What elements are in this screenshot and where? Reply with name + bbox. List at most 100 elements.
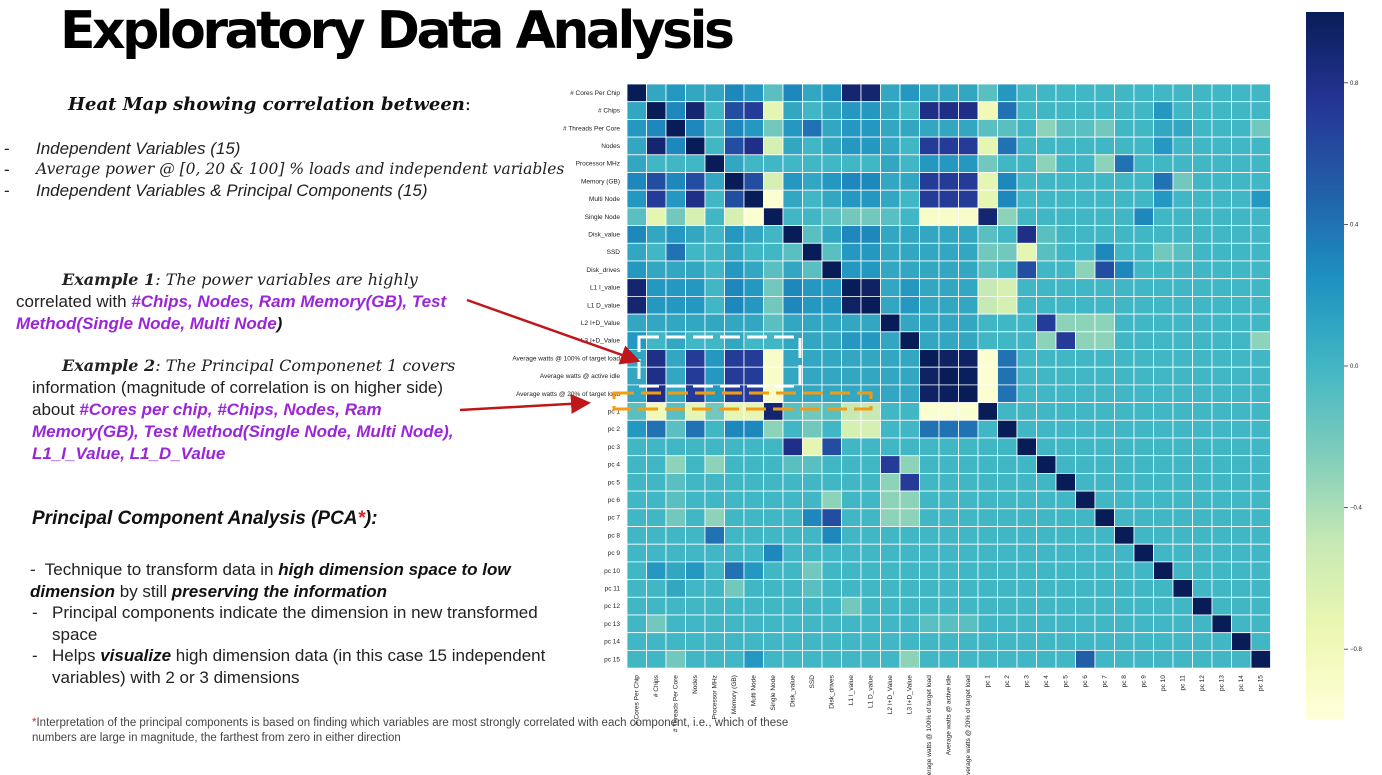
heatmap-cell [899, 455, 920, 474]
heatmap-cell [997, 83, 1018, 103]
heatmap-cell [1250, 543, 1271, 563]
heatmap-cell [1172, 83, 1193, 103]
heatmap-cell [1172, 119, 1193, 138]
heatmap-cell [763, 526, 784, 545]
row-tick-label: pc 11 [605, 585, 621, 592]
heatmap-cell [1036, 455, 1057, 474]
heatmap-cell [1231, 402, 1252, 421]
heatmap-cell [997, 331, 1018, 350]
bullet-text: Independent Variables (15) [36, 139, 241, 158]
heatmap-cell [958, 596, 979, 616]
heatmap-cell [860, 526, 881, 545]
heatmap-cell [1211, 526, 1232, 545]
heatmap-cell [919, 349, 940, 368]
heatmap-cell [938, 384, 959, 403]
heatmap-cell [899, 614, 920, 634]
heatmap-cell [841, 207, 862, 226]
heatmap-cell [919, 561, 940, 581]
heatmap-cell [1172, 225, 1193, 244]
heatmap-cell [1055, 526, 1076, 545]
heatmap-cell [1211, 561, 1232, 581]
heatmap-cell [704, 172, 725, 191]
example-1-highlight: #Chips, Nodes, Ram Memory(GB), Test Meth… [16, 292, 447, 333]
heatmap-cell [1153, 650, 1174, 669]
heatmap-cell [1250, 278, 1271, 297]
heatmap-cell [626, 632, 647, 651]
heatmap-cell [958, 278, 979, 297]
heatmap-cell [704, 295, 725, 315]
heatmap-cell [997, 189, 1018, 209]
heatmap-cell [1172, 331, 1193, 350]
heatmap-cell [1211, 313, 1232, 333]
heatmap-cell [841, 136, 862, 156]
heatmap-cell [1172, 101, 1193, 120]
heatmap-cell [1250, 596, 1271, 616]
heatmap-cell [821, 508, 842, 527]
heatmap-cell [1094, 543, 1115, 563]
heatmap-cell [802, 596, 823, 616]
heatmap-cell [919, 472, 940, 492]
heatmap-cell [919, 260, 940, 280]
heatmap-cell [997, 119, 1018, 138]
column-tick-label: pc 12 [1199, 675, 1206, 691]
heatmap-cell [1016, 278, 1037, 297]
heatmap-cell [1094, 331, 1115, 350]
heatmap-cell [938, 189, 959, 209]
heatmap-cell [763, 101, 784, 120]
heatmap-cell [802, 561, 823, 581]
heatmap-cell [743, 349, 764, 368]
heatmap-cell [743, 83, 764, 103]
heatmap-cell [958, 437, 979, 457]
heatmap-cell [763, 154, 784, 173]
heatmap-cell [626, 419, 647, 439]
heatmap-cell [685, 579, 706, 598]
heatmap-cell [1094, 189, 1115, 209]
heatmap-cell [841, 632, 862, 651]
colorbar-tick-label: 0.0 [1350, 364, 1359, 370]
pca-dash: - [32, 646, 38, 665]
heatmap-cell [977, 207, 998, 226]
heatmap-cell [743, 437, 764, 457]
heatmap-cell [665, 614, 686, 634]
heatmap-cell [1250, 119, 1271, 138]
heatmap-cell [646, 278, 667, 297]
heatmap-cell [646, 83, 667, 103]
heatmap-cell [1250, 225, 1271, 244]
pca-bold: high dimension space to low dimension [30, 560, 511, 601]
heatmap-cell [821, 419, 842, 439]
heatmap-cell [919, 295, 940, 315]
heatmap-cell [646, 419, 667, 439]
heatmap-cell [685, 349, 706, 368]
heatmap-cell [899, 172, 920, 191]
heatmap-cell [821, 136, 842, 156]
heatmap-cell [685, 526, 706, 545]
heatmap-cell [1250, 419, 1271, 439]
heatmap-cell [1075, 119, 1096, 138]
footnote-text: Interpretation of the principal componen… [32, 717, 789, 744]
heatmap-cell [802, 508, 823, 527]
heatmap-cell [958, 331, 979, 350]
heatmap-cell [977, 384, 998, 403]
heatmap-cell [1055, 472, 1076, 492]
heatmap-cell [1172, 402, 1193, 421]
heatmap-cell [646, 331, 667, 350]
heatmap-cell [1192, 136, 1213, 156]
heatmap-cell [1192, 242, 1213, 262]
heatmap-cell [1133, 508, 1154, 527]
heatmap-cell [821, 313, 842, 333]
heatmap-cell [821, 437, 842, 457]
heatmap-cell [743, 632, 764, 651]
heatmap-cell [1036, 402, 1057, 421]
heatmap-cell [626, 242, 647, 262]
row-tick-label: Processor MHz [576, 161, 620, 168]
heatmap-cell [977, 189, 998, 209]
heatmap-cell [665, 101, 686, 120]
heatmap-cell [860, 189, 881, 209]
heatmap-cell [997, 650, 1018, 669]
heatmap-cell [704, 437, 725, 457]
row-tick-label: Disk_drives [586, 267, 620, 274]
pca-dash: - [30, 560, 36, 579]
heatmap-cell [1016, 419, 1037, 439]
heatmap-cell [626, 650, 647, 669]
heatmap-cell [860, 101, 881, 120]
